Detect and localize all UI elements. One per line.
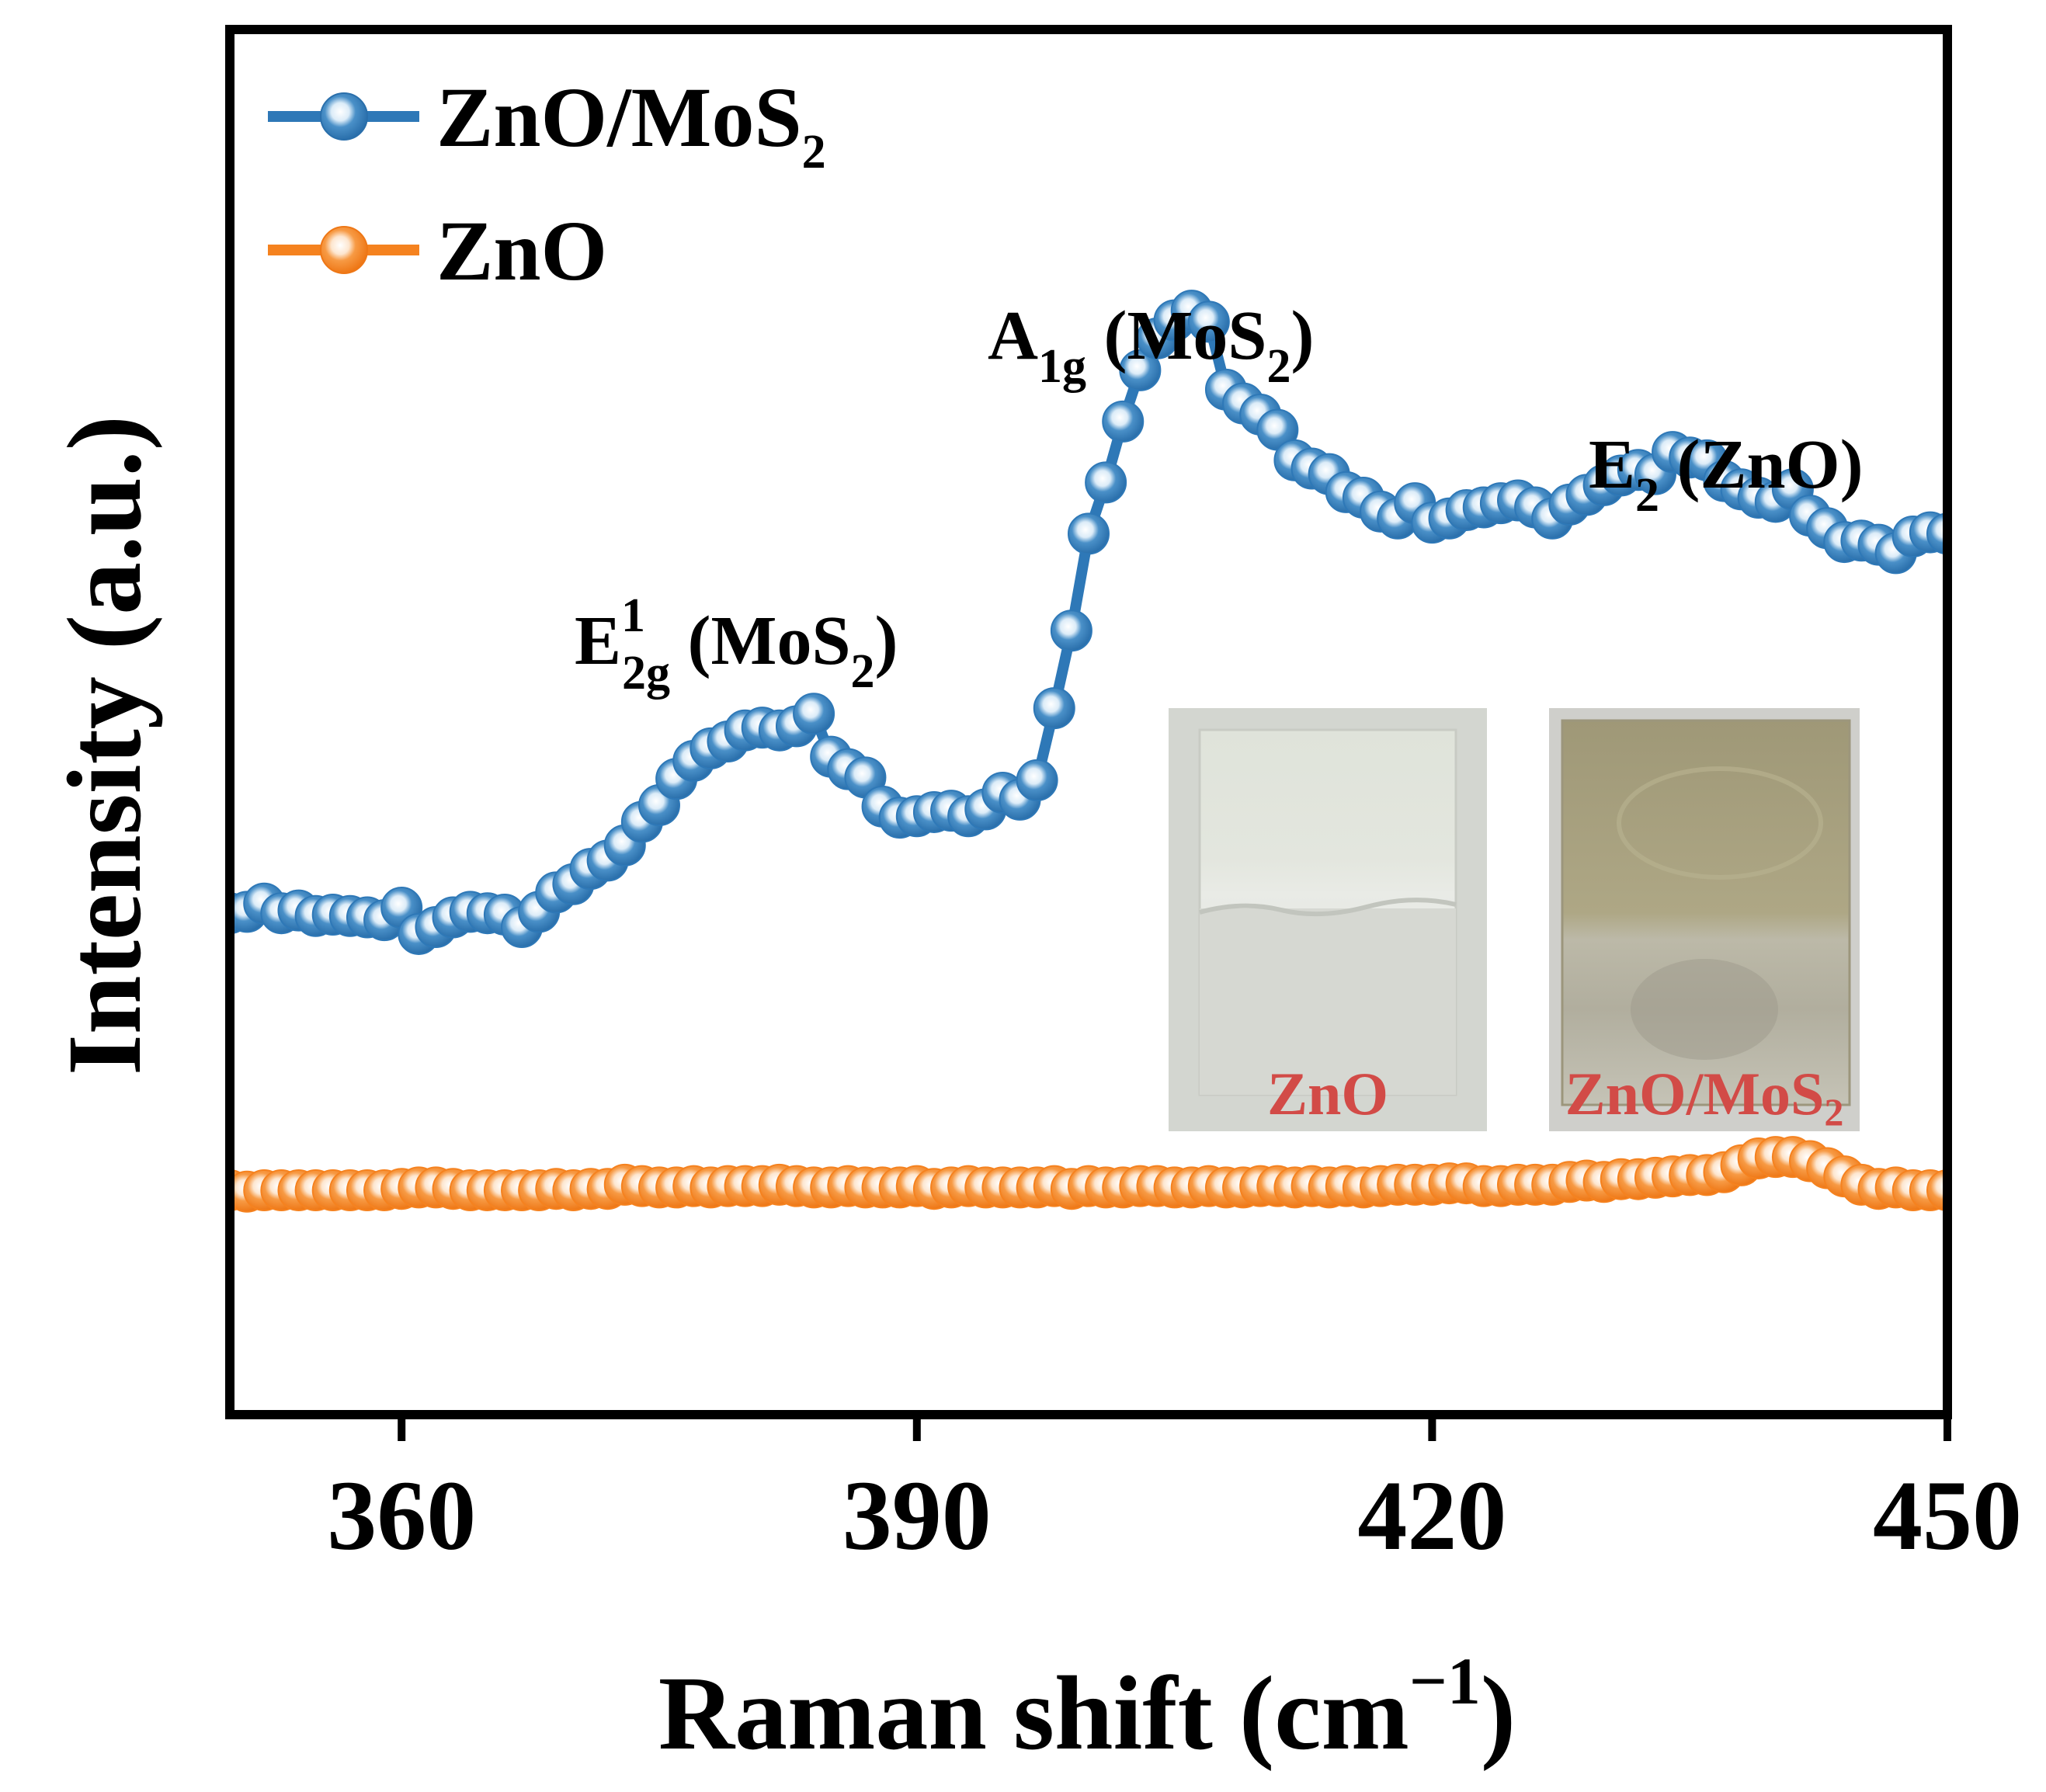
legend-entry-zno-mos2: ZnO/MoS2 xyxy=(268,70,826,179)
legend-entry-zno: ZnO xyxy=(268,203,607,298)
annotation-a1g-mos2: A1g (MoS2) xyxy=(988,297,1314,393)
series-zno xyxy=(230,1136,1947,1213)
legend-label-zno: ZnO xyxy=(436,203,607,298)
legend: ZnO/MoS2 ZnO xyxy=(268,70,826,298)
data-point-zno-mos2-402 xyxy=(1102,400,1145,443)
data-point-zno-mos2-398 xyxy=(1033,687,1075,730)
data-point-zno-450 xyxy=(1926,1169,1947,1211)
plot-frame xyxy=(225,25,1952,1419)
series-zno-mos2 xyxy=(230,290,1947,955)
data-point-zno-mos2-400 xyxy=(1068,512,1110,555)
x-tick-label-420: 420 xyxy=(1357,1460,1506,1571)
inset-zno-photo: ZnO xyxy=(1169,708,1487,1131)
y-axis-title: Intensity (a.u.) xyxy=(47,415,163,1075)
inset-zno-label: ZnO xyxy=(1267,1060,1388,1127)
data-point-zno-mos2-401 xyxy=(1085,461,1127,504)
data-point-zno-mos2-397 xyxy=(1016,759,1058,801)
x-tick-label-450: 450 xyxy=(1873,1460,2022,1571)
inset-zno-mos2-photo: ZnO/MoS2 xyxy=(1549,708,1860,1134)
legend-label-zno-mos2: ZnO/MoS2 xyxy=(436,70,826,179)
x-axis: 360 390 420 450 xyxy=(327,1415,2022,1571)
x-tick-label-360: 360 xyxy=(327,1460,476,1571)
annotation-e2-zno: E2 (ZnO) xyxy=(1589,426,1864,522)
x-axis-title: Raman shift (cm−1) xyxy=(658,1644,1516,1772)
x-tick-label-390: 390 xyxy=(842,1460,992,1571)
data-point-zno-mos2-399 xyxy=(1050,609,1092,652)
data-point-zno-mos2-407 xyxy=(1187,300,1230,343)
inset-zno-mos2-label: ZnO/MoS2 xyxy=(1565,1060,1844,1134)
annotation-e12g-mos2: E1 2g (MoS2) xyxy=(575,589,898,700)
data-point-zno-mos2-450 xyxy=(1926,512,1947,555)
data-point-zno-mos2-384 xyxy=(793,693,835,735)
